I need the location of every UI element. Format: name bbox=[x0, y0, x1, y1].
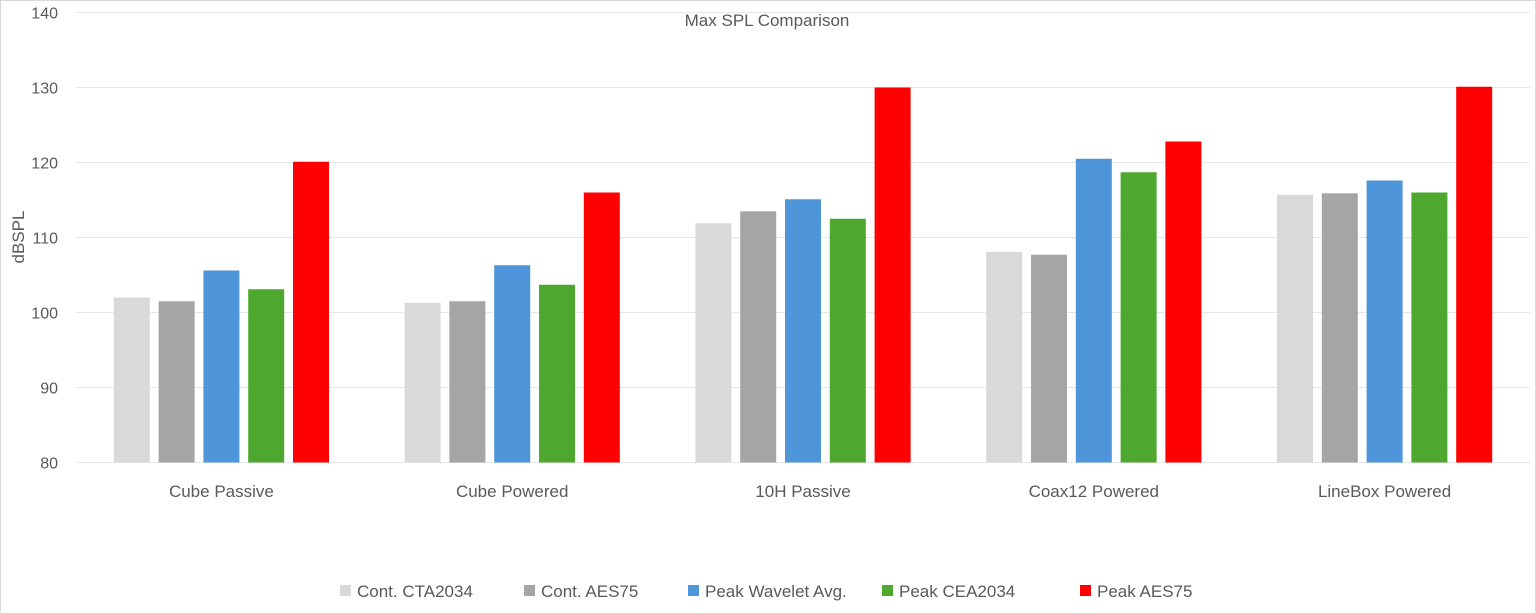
x-tick-label: Coax12 Powered bbox=[1029, 482, 1159, 501]
x-tick-label: Cube Passive bbox=[169, 482, 274, 501]
bar bbox=[986, 251, 1023, 463]
legend-label: Peak Wavelet Avg. bbox=[705, 582, 847, 601]
bar bbox=[449, 301, 486, 463]
legend-label: Cont. AES75 bbox=[541, 582, 638, 601]
legend-label: Cont. CTA2034 bbox=[357, 582, 473, 601]
bar bbox=[1411, 192, 1448, 463]
bar bbox=[583, 192, 620, 463]
y-tick-label: 80 bbox=[40, 456, 58, 473]
bar bbox=[113, 297, 150, 463]
bar bbox=[1120, 172, 1157, 463]
bar bbox=[1456, 86, 1493, 463]
legend-swatch bbox=[524, 585, 535, 596]
bar bbox=[293, 161, 329, 463]
bar bbox=[695, 223, 732, 463]
x-tick-label: 10H Passive bbox=[755, 482, 850, 501]
bar bbox=[203, 270, 240, 463]
legend-swatch bbox=[688, 585, 699, 596]
bar bbox=[1277, 194, 1313, 463]
bar bbox=[248, 289, 285, 463]
legend-swatch bbox=[340, 585, 351, 596]
bar bbox=[829, 218, 866, 463]
y-tick-label: 120 bbox=[31, 156, 58, 173]
y-tick-label: 130 bbox=[31, 81, 58, 98]
legend-swatch bbox=[882, 585, 893, 596]
bar bbox=[404, 302, 441, 463]
bar bbox=[1075, 158, 1112, 463]
bar bbox=[740, 211, 777, 463]
y-tick-label: 140 bbox=[31, 6, 58, 23]
bar bbox=[158, 301, 195, 463]
bar bbox=[494, 265, 531, 463]
bar bbox=[874, 87, 911, 463]
x-tick-label: Cube Powered bbox=[456, 482, 568, 501]
y-axis-label: dBSPL bbox=[9, 211, 28, 264]
bar bbox=[539, 284, 575, 463]
bar bbox=[1366, 180, 1403, 463]
bar bbox=[1031, 254, 1067, 463]
y-tick-label: 100 bbox=[31, 306, 58, 323]
bar bbox=[1165, 141, 1202, 463]
chart-title: Max SPL Comparison bbox=[685, 11, 850, 30]
legend-swatch bbox=[1080, 585, 1091, 596]
legend-label: Peak CEA2034 bbox=[899, 582, 1015, 601]
y-tick-label: 110 bbox=[32, 231, 58, 248]
bar bbox=[785, 199, 821, 463]
x-tick-label: LineBox Powered bbox=[1318, 482, 1451, 501]
y-tick-label: 90 bbox=[40, 381, 58, 398]
bar bbox=[1321, 193, 1358, 463]
legend-label: Peak AES75 bbox=[1097, 582, 1192, 601]
